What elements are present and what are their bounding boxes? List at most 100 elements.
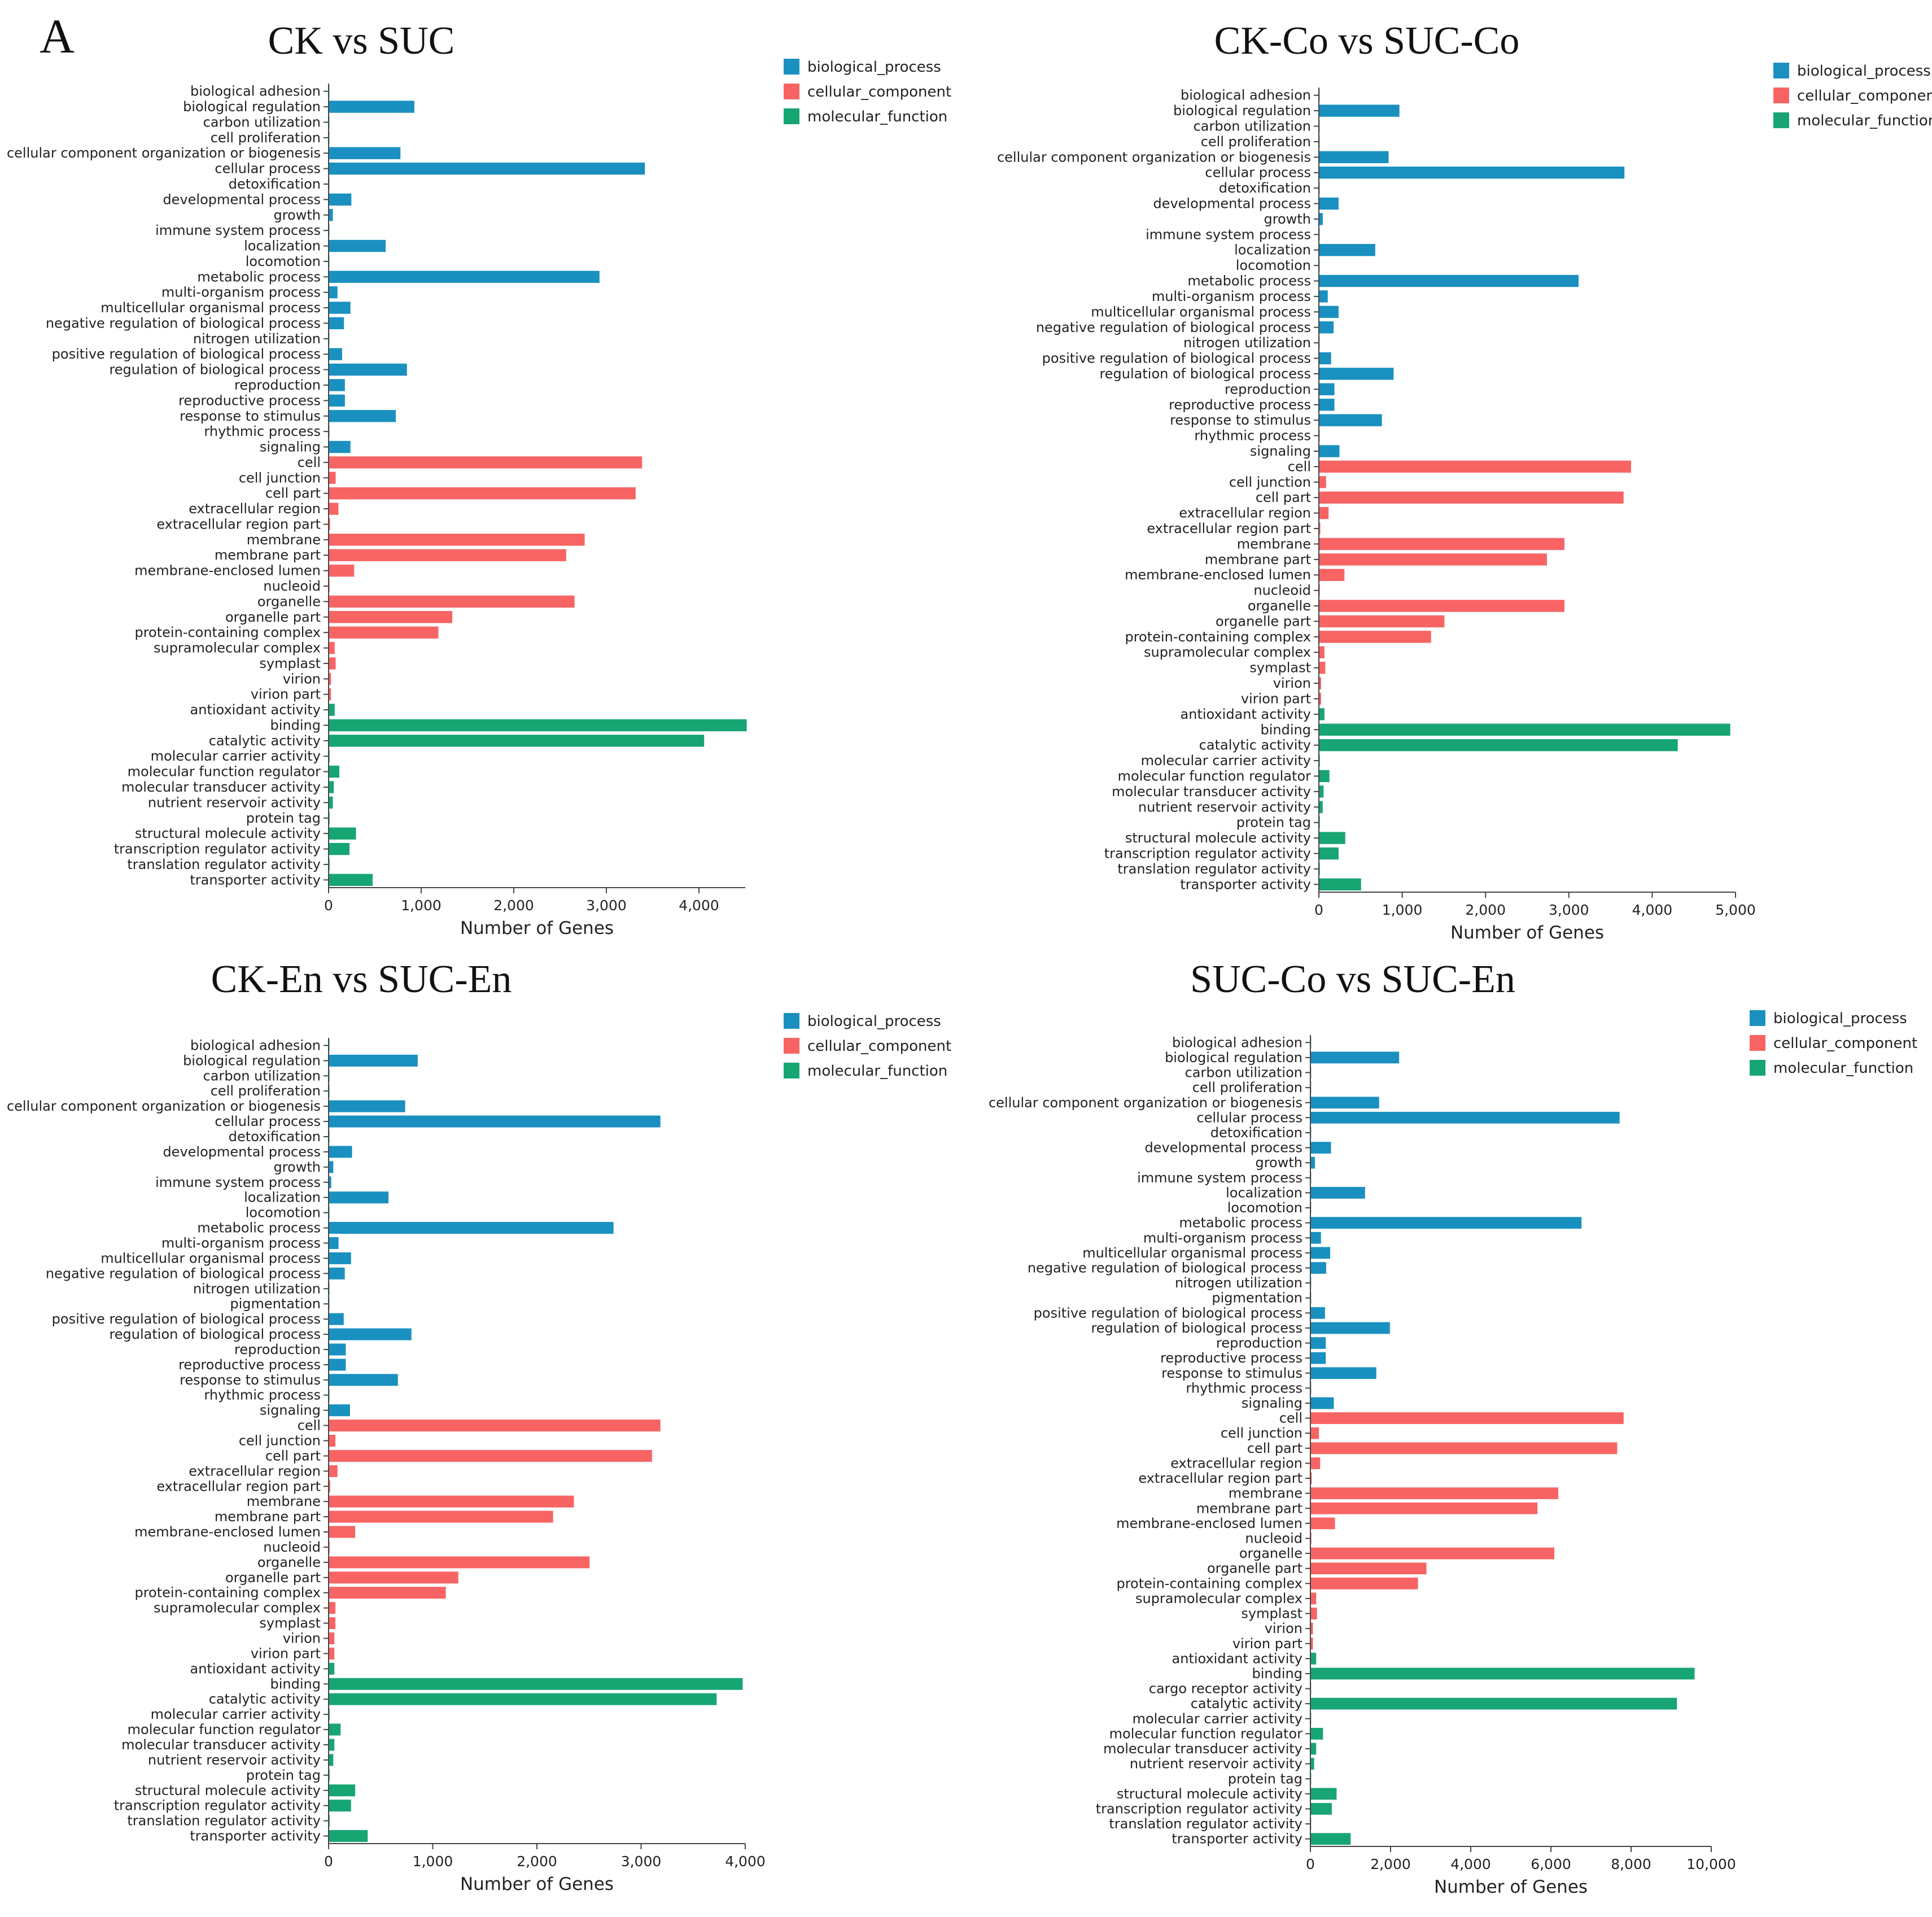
bar-cell-proliferation xyxy=(329,1085,330,1097)
bar-molecular-transducer-activity xyxy=(1319,785,1324,798)
category-label: reproduction xyxy=(234,1342,321,1357)
legend-swatch xyxy=(784,59,799,75)
bar-virion xyxy=(329,1632,335,1645)
bar-response-to-stimulus xyxy=(329,410,396,422)
category-label: transcription regulator activity xyxy=(114,841,321,857)
bar-nutrient-reservoir-activity xyxy=(329,796,333,809)
category-label: transcription regulator activity xyxy=(114,1798,321,1814)
chart-title: SUC-Co vs SUC-En xyxy=(1190,958,1515,1001)
x-tick-label: 4,000 xyxy=(725,1853,766,1870)
category-label: developmental process xyxy=(1153,196,1311,212)
bar-antioxidant-activity xyxy=(329,704,335,716)
x-tick-label: 2,000 xyxy=(517,1853,557,1870)
x-tick-label: 3,000 xyxy=(1549,902,1589,918)
bar-virion-part xyxy=(1311,1637,1313,1650)
bar-regulation-of-biological-process xyxy=(329,1328,412,1340)
category-label: structural molecule activity xyxy=(135,826,321,841)
category-label: cell xyxy=(1288,458,1311,474)
bar-molecular-carrier-activity xyxy=(329,1708,330,1721)
category-label: organelle xyxy=(1248,598,1311,614)
category-label: detoxification xyxy=(1219,180,1311,196)
bar-virion xyxy=(1319,677,1321,689)
bar-molecular-function-regulator xyxy=(1311,1728,1323,1740)
x-axis-label: Number of Genes xyxy=(460,918,614,938)
category-label: membrane-enclosed lumen xyxy=(134,1524,321,1540)
bar-antioxidant-activity xyxy=(1311,1652,1317,1665)
legend-label: molecular_function xyxy=(807,108,947,125)
bar-organelle-part xyxy=(329,1571,458,1584)
category-label: pigmentation xyxy=(230,1296,321,1312)
legend-swatch xyxy=(1773,88,1789,103)
category-label: immune system process xyxy=(155,222,321,238)
category-label: locomotion xyxy=(246,254,321,269)
x-tick-label: 1,000 xyxy=(1382,902,1423,918)
x-tick-label: 0 xyxy=(1306,1856,1315,1872)
bar-membrane-enclosed-lumen xyxy=(329,564,355,577)
category-label: biological adhesion xyxy=(1181,88,1311,103)
category-label: organelle xyxy=(257,593,321,609)
bar-organelle xyxy=(1311,1547,1554,1560)
bar-structural-molecule-activity xyxy=(329,1784,356,1797)
bar-cellular-process xyxy=(1319,167,1625,179)
category-label: organelle part xyxy=(1216,613,1311,629)
category-label: multicellular organismal process xyxy=(100,300,321,316)
category-label: symplast xyxy=(1241,1606,1302,1622)
bar-membrane xyxy=(1319,538,1564,551)
category-label: protein-containing complex xyxy=(134,1585,321,1601)
legend-label: cellular_component xyxy=(807,1038,951,1055)
bar-transcription-regulator-activity xyxy=(1311,1803,1332,1815)
bar-translation-regulator-activity xyxy=(329,858,330,871)
bar-cell xyxy=(329,456,642,469)
category-label: supramolecular complex xyxy=(154,640,321,656)
bar-reproduction xyxy=(1311,1337,1326,1349)
category-label: nitrogen utilization xyxy=(193,1281,321,1296)
x-tick-label: 2,000 xyxy=(493,897,534,914)
category-label: molecular transducer activity xyxy=(1112,784,1311,800)
bar-virion xyxy=(329,673,331,685)
category-label: cell junction xyxy=(239,470,321,486)
category-label: protein tag xyxy=(1228,1771,1302,1787)
bar-multicellular-organismal-process xyxy=(1319,305,1339,318)
category-label: molecular function regulator xyxy=(128,764,321,780)
bar-pigmentation xyxy=(329,1298,330,1310)
bar-organelle-part xyxy=(329,611,453,623)
bar-virion-part xyxy=(1319,692,1321,705)
x-tick-label: 5,000 xyxy=(1715,902,1756,918)
category-label: growth xyxy=(1255,1155,1302,1171)
legend-swatch xyxy=(784,108,799,124)
bar-metabolic-process xyxy=(1311,1217,1582,1229)
legend-label: biological_process xyxy=(1797,63,1931,80)
legend-swatch xyxy=(784,1038,799,1054)
bar-cellular-component-organization-or-biogenesis xyxy=(1311,1097,1379,1109)
bar-regulation-of-biological-process xyxy=(329,363,407,376)
legend-label: molecular_function xyxy=(1797,112,1932,129)
bar-extracellular-region xyxy=(1311,1457,1321,1469)
category-label: regulation of biological process xyxy=(1099,366,1311,382)
category-label: positive regulation of biological proces… xyxy=(52,346,321,362)
category-label: translation regulator activity xyxy=(1117,861,1311,877)
bar-developmental-process xyxy=(329,1146,352,1158)
bar-nutrient-reservoir-activity xyxy=(1311,1758,1314,1770)
category-label: biological adhesion xyxy=(190,84,321,99)
category-label: developmental process xyxy=(163,191,321,207)
category-label: positive regulation of biological proces… xyxy=(52,1311,321,1327)
category-label: cellular component organization or bioge… xyxy=(989,1095,1302,1111)
category-label: nucleoid xyxy=(263,578,321,594)
category-label: biological regulation xyxy=(183,99,321,115)
legend-label: biological_process xyxy=(1773,1010,1907,1027)
x-tick-label: 3,000 xyxy=(586,897,627,914)
category-label: nutrient reservoir activity xyxy=(148,794,321,810)
category-label: cell part xyxy=(1256,490,1311,505)
bar-membrane-part xyxy=(329,549,566,561)
category-label: transporter activity xyxy=(1172,1831,1302,1847)
category-label: reproductive process xyxy=(1169,397,1311,413)
category-label: multicellular organismal process xyxy=(1091,304,1311,320)
bar-virion-part xyxy=(329,1647,335,1660)
bar-reproductive-process xyxy=(1319,399,1335,411)
bar-positive-regulation-of-biological-process xyxy=(1311,1307,1325,1319)
category-label: structural molecule activity xyxy=(135,1783,321,1798)
category-label: immune system process xyxy=(155,1174,321,1190)
category-label: rhythmic process xyxy=(204,1387,321,1403)
bar-translation-regulator-activity xyxy=(1319,863,1320,875)
bar-virion xyxy=(1311,1622,1313,1635)
